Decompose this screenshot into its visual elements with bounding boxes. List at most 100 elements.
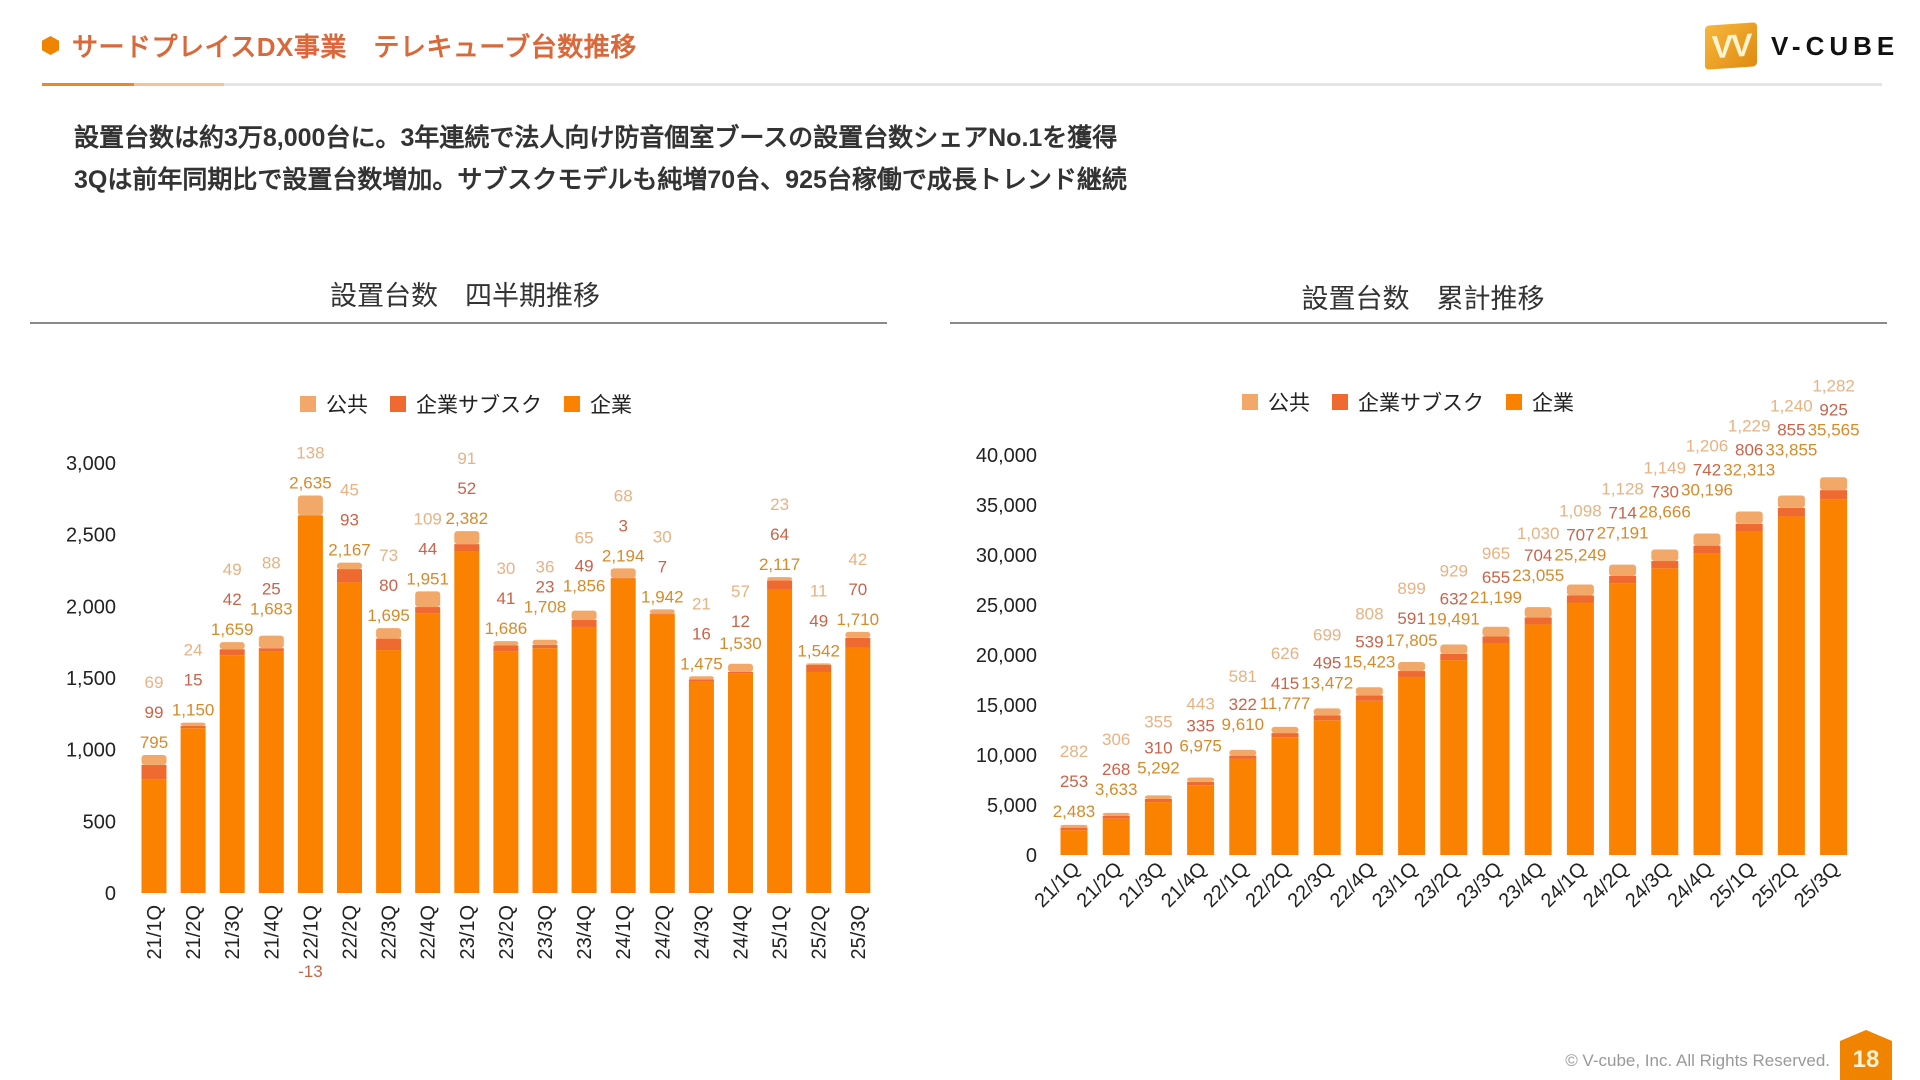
bar-segment-enterprise	[493, 651, 519, 893]
data-label-public: 1,149	[1644, 459, 1687, 478]
data-label-public: 65	[575, 529, 594, 548]
bar-segment-public	[806, 663, 832, 665]
data-label-enterprise: 1,530	[719, 634, 762, 653]
bar-segment-enterprise	[1271, 737, 1299, 855]
x-tick-label: 22/4Q	[1326, 858, 1380, 912]
data-label-public: 965	[1482, 544, 1510, 563]
bar-segment-subscription	[141, 764, 167, 780]
y-tick-label: 1,000	[66, 740, 116, 762]
data-label-enterprise: 23,055	[1512, 566, 1564, 585]
bar-segment-public	[1187, 777, 1215, 782]
x-tick-label: 24/1Q	[1537, 858, 1591, 912]
bar-segment-subscription	[571, 619, 597, 627]
data-label-enterprise: 2,194	[602, 546, 645, 565]
x-tick-label: 24/3Q	[691, 905, 713, 959]
headline-message-1: 設置台数は約3万8,000台に。3年連続で法人向け防音個室ブースの設置台数シェア…	[74, 124, 1118, 152]
data-label-public: 91	[457, 449, 476, 468]
hexagon-bullet-icon	[42, 36, 59, 55]
x-tick-label: 23/4Q	[1495, 858, 1549, 912]
enterprise-swatch	[1506, 394, 1522, 410]
data-label-public: 1,240	[1770, 397, 1813, 416]
x-tick-label: 21/2Q	[183, 905, 205, 959]
bar-segment-public	[297, 495, 323, 516]
data-label-subscription: 93	[340, 511, 359, 530]
quarterly-legend: 公共 企業サブスク 企業	[300, 389, 632, 419]
bar-segment-enterprise	[571, 626, 597, 893]
data-label-enterprise: 25,249	[1554, 545, 1606, 564]
x-tick-label: 25/2Q	[809, 905, 831, 959]
bar-segment-public	[415, 591, 441, 608]
data-label-public: 581	[1229, 667, 1257, 686]
y-tick-label: 2,500	[66, 525, 116, 547]
data-label-subscription: 591	[1397, 609, 1425, 628]
data-label-subscription: 925	[1819, 400, 1847, 419]
data-label-subscription: 806	[1735, 441, 1763, 460]
x-tick-label: 22/4Q	[418, 905, 440, 959]
quarterly-chart-title: 設置台数 四半期推移	[330, 281, 600, 311]
data-label-enterprise: 33,855	[1765, 441, 1817, 460]
bar-segment-public	[767, 577, 793, 581]
x-tick-label: 23/1Q	[457, 905, 479, 959]
data-label-subscription: 3	[618, 516, 627, 535]
bar-segment-public	[1693, 533, 1721, 546]
data-label-enterprise: 30,196	[1681, 481, 1733, 500]
x-tick-label: 23/2Q	[1410, 858, 1464, 912]
bar-segment-enterprise	[1229, 758, 1257, 855]
bar-segment-subscription	[1482, 636, 1510, 644]
bar-segment-public	[141, 754, 167, 765]
data-label-public: 306	[1102, 730, 1130, 749]
data-label-enterprise: 2,382	[446, 509, 489, 528]
legend-label: 企業サブスク	[1358, 392, 1484, 415]
bar-segment-enterprise	[1735, 531, 1763, 855]
data-label-enterprise: 1,942	[641, 587, 684, 606]
data-label-enterprise: 28,666	[1639, 503, 1691, 522]
data-label-enterprise: 1,659	[211, 620, 254, 639]
bar-segment-enterprise	[1482, 643, 1510, 855]
bar-segment-public	[610, 568, 636, 579]
bar-segment-enterprise	[845, 647, 871, 893]
bar-segment-subscription	[1524, 617, 1552, 625]
bar-segment-enterprise	[1102, 818, 1130, 855]
bar-segment-enterprise	[1144, 802, 1172, 855]
data-label-enterprise: 1,683	[250, 600, 293, 619]
data-label-subscription: 25	[262, 580, 281, 599]
headline-message-2: 3Qは前年同期比で設置台数増加。サブスクモデルも純増70台、925台稼働で成長ト…	[74, 166, 1127, 194]
data-label-public: 282	[1060, 742, 1088, 761]
data-label-public: 138	[296, 444, 324, 463]
bar-segment-public	[728, 663, 753, 672]
bar-segment-subscription	[1735, 523, 1763, 532]
x-tick-label: 23/4Q	[574, 905, 596, 959]
bar-segment-subscription	[1060, 827, 1088, 831]
bar-segment-public	[1482, 626, 1510, 637]
data-label-subscription: 253	[1060, 772, 1088, 791]
bar-segment-public	[454, 531, 480, 545]
data-label-enterprise: 9,610	[1222, 715, 1265, 734]
bar-segment-public	[571, 610, 597, 620]
y-tick-label: 15,000	[976, 695, 1037, 717]
y-tick-label: 500	[83, 811, 116, 833]
bar-segment-public	[649, 609, 675, 614]
data-label-public: 929	[1440, 561, 1468, 580]
data-label-subscription: 49	[809, 611, 828, 630]
bar-segment-subscription	[1777, 507, 1805, 517]
data-label-subscription: 268	[1102, 760, 1130, 779]
bar-segment-subscription	[532, 644, 558, 649]
data-label-subscription: 12	[731, 612, 750, 631]
bar-segment-subscription	[1187, 781, 1215, 786]
legend-item-enterprise: 企業	[1506, 387, 1574, 417]
page-title: サードプレイスDX事業 テレキューブ台数推移	[72, 32, 637, 62]
bar-segment-subscription	[493, 645, 519, 652]
bar-segment-subscription	[337, 569, 362, 583]
data-label-enterprise: 2,635	[289, 474, 332, 493]
bar-segment-subscription	[376, 638, 402, 651]
data-label-subscription: 655	[1482, 568, 1510, 587]
bar-segment-enterprise	[767, 589, 793, 893]
bar-segment-subscription	[1398, 671, 1426, 677]
bar-segment-public	[1102, 812, 1130, 816]
data-label-enterprise: 2,483	[1053, 802, 1096, 821]
bar-segment-enterprise	[219, 655, 245, 893]
bar-segment-public	[493, 641, 519, 646]
bar-segment-public	[337, 562, 362, 570]
data-label-enterprise: 1,695	[367, 606, 410, 625]
bar-segment-subscription	[1313, 715, 1341, 721]
